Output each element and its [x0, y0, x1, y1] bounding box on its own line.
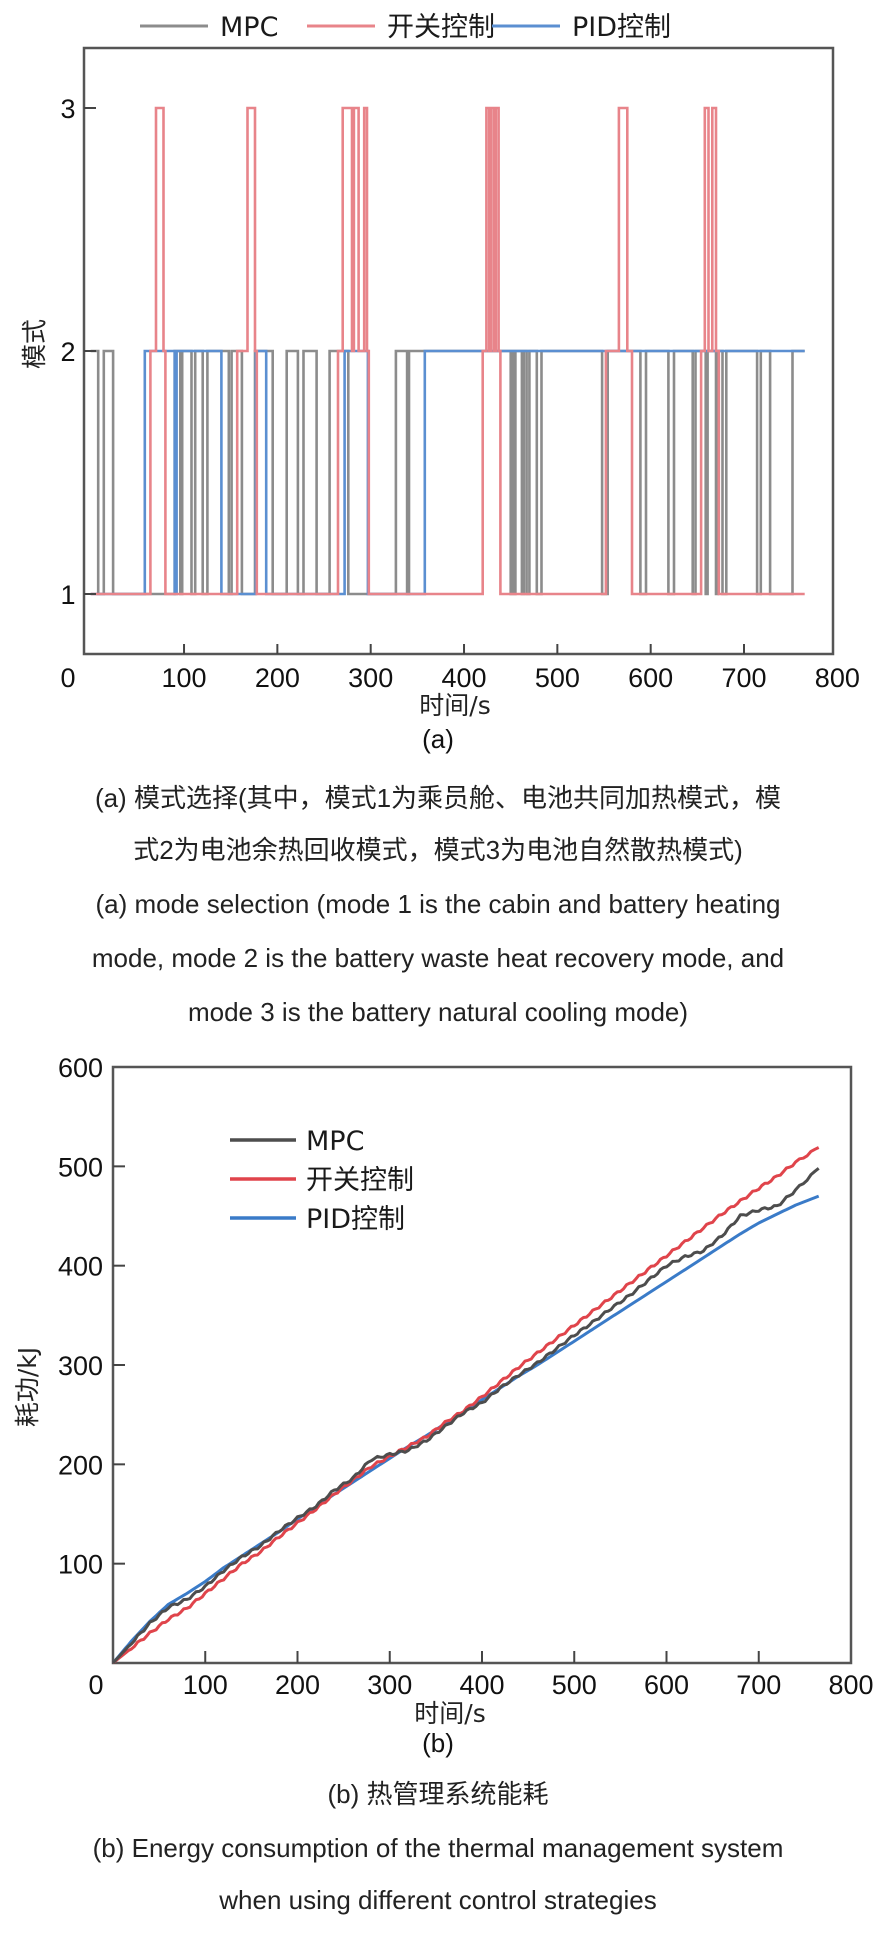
caption-b-en-1: (b) Energy consumption of the thermal ma…	[92, 1833, 784, 1863]
chart-a-ytick-label: 1	[60, 580, 75, 610]
energy-consumption-chart: 0 100 200 300 400 500 600 700 800 100 200 300 400 500…	[13, 1053, 874, 1728]
chart-a-ytick-label: 3	[60, 94, 75, 124]
caption-a-en-3: mode 3 is the battery natural cooling mo…	[187, 997, 689, 1027]
chart-a-legend-label-pid-control: PID控制	[572, 12, 671, 43]
mode-selection-chart: MPC 开关控制 PID控制 0 100 200 300 400 500 600 700 800 1 2…	[20, 12, 860, 720]
chart-a-legend-label-mpc: MPC	[220, 12, 278, 43]
chart-a-xtick-label: 500	[535, 663, 580, 693]
chart-b-ytick-label: 400	[58, 1252, 103, 1282]
chart-b-xtick-label: 400	[459, 1670, 504, 1700]
chart-b-legend-label-mpc: MPC	[306, 1126, 364, 1157]
chart-b-legend-label-pid-control: PID控制	[306, 1204, 405, 1235]
chart-b-ytick-label: 600	[58, 1053, 103, 1083]
chart-b-xtick-label: 500	[552, 1670, 597, 1700]
caption-b-en-2: when using different control strategies	[219, 1885, 657, 1915]
chart-b-legend-label-onoff-control: 开关控制	[306, 1165, 414, 1196]
chart-b-xtick-label: 300	[367, 1670, 412, 1700]
chart-a-series-mpc	[90, 349, 805, 596]
chart-b-frame	[111, 1065, 853, 1665]
chart-b-series-pid-control	[111, 1194, 820, 1664]
chart-a-xtick-label: 300	[348, 663, 393, 693]
chart-a-xlabel: 时间/s	[419, 691, 490, 720]
chart-b-series-onoff-control	[112, 1146, 820, 1665]
chart-a-xtick-label: 400	[441, 663, 486, 693]
chart-a-series-pid-control	[90, 349, 805, 596]
chart-a-xtick-label: 100	[161, 663, 206, 693]
chart-b-panel-label: (b)	[422, 1728, 454, 1758]
chart-a-xtick-label: 700	[721, 663, 766, 693]
chart-a-legend-label-onoff-control: 开关控制	[387, 12, 495, 43]
chart-b-xtick-label: 200	[275, 1670, 320, 1700]
chart-a-xtick-label: 600	[628, 663, 673, 693]
chart-b-xlabel: 时间/s	[414, 1699, 485, 1728]
chart-b-series-mpc	[111, 1167, 820, 1665]
chart-a-xtick-label: 200	[255, 663, 300, 693]
chart-b-xtick-label: 700	[736, 1670, 781, 1700]
caption-a-en-2: mode, mode 2 is the battery waste heat r…	[91, 943, 785, 973]
chart-b-ytick-label: 300	[58, 1351, 103, 1381]
chart-b-xtick-label: 800	[828, 1670, 873, 1700]
chart-a-ytick-label: 2	[60, 337, 75, 367]
chart-b-ytick-label: 200	[58, 1450, 103, 1480]
caption-a-cn-2: 式2为电池余热回收模式，模式3为电池自然散热模式)	[133, 835, 743, 865]
chart-b-legend: MPC 开关控制 PID控制	[230, 1126, 414, 1235]
chart-a-ylabel: 模式	[20, 319, 49, 369]
caption-a-en-1: (a) mode selection (mode 1 is the cabin …	[95, 889, 781, 919]
chart-b-ytick-label: 500	[58, 1152, 103, 1182]
chart-a-legend: MPC 开关控制 PID控制	[140, 12, 671, 43]
caption-a-cn-1: (a) 模式选择(其中，模式1为乘员舱、电池共同加热模式，模	[94, 783, 782, 813]
chart-b-xtick-label: 0	[88, 1670, 103, 1700]
chart-b-xtick-label: 600	[644, 1670, 689, 1700]
chart-a-xtick-label: 800	[815, 663, 860, 693]
chart-a-series-onoff-control	[90, 106, 805, 596]
chart-a-xtick-label: 0	[60, 663, 75, 693]
chart-a-panel-label: (a)	[422, 724, 454, 754]
caption-b-cn: (b) 热管理系统能耗	[327, 1779, 549, 1809]
chart-b-xtick-label: 100	[183, 1670, 228, 1700]
chart-b-ylabel: 耗功/kJ	[13, 1347, 42, 1427]
chart-b-ytick-label: 100	[58, 1550, 103, 1580]
